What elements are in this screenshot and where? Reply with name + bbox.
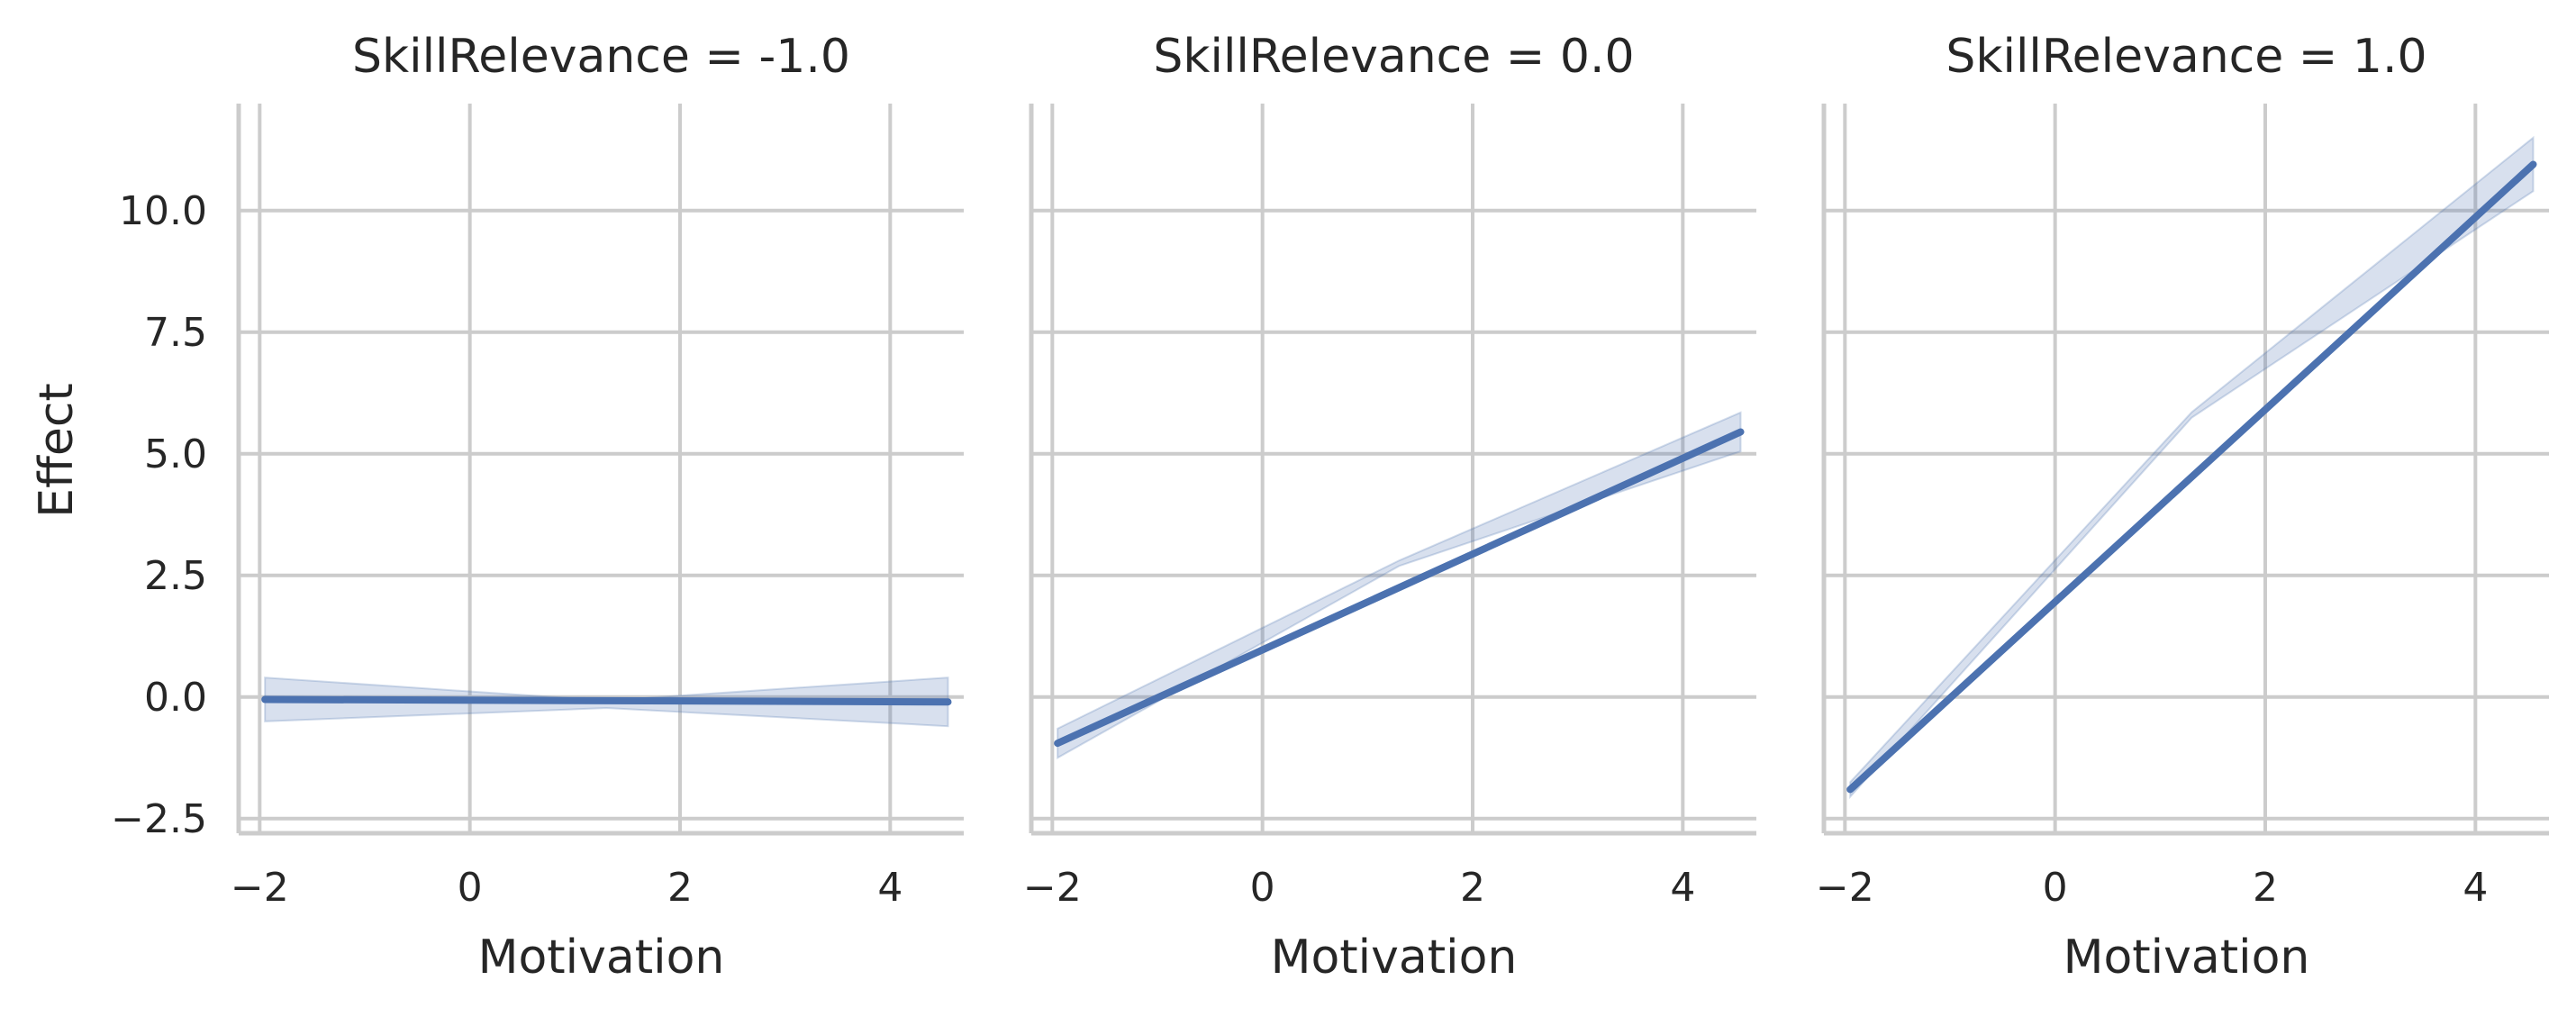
y-tick-label: 5.0 — [144, 431, 207, 477]
y-tick-label: 2.5 — [144, 553, 207, 599]
y-tick-label: 0.0 — [144, 675, 207, 721]
x-tick-label: 0 — [1250, 865, 1275, 911]
panel-title: SkillRelevance = 1.0 — [1946, 30, 2426, 84]
y-axis-label: Effect — [30, 383, 84, 518]
regression-line — [261, 695, 952, 706]
x-axis-label: Motivation — [1271, 931, 1518, 985]
x-tick-label: −2 — [231, 865, 289, 911]
x-tick-label: 4 — [2463, 865, 2488, 911]
regression-line — [1054, 428, 1745, 748]
x-tick-label: 4 — [877, 865, 903, 911]
x-tick-label: 2 — [1460, 865, 1485, 911]
y-tick-label: 10.0 — [119, 188, 207, 234]
x-tick-label: −2 — [1816, 865, 1874, 911]
facet-panel-2: −2 0 2 4 SkillRelevance = 0.0 Motivation — [1023, 30, 1756, 985]
x-tick-label: −2 — [1023, 865, 1082, 911]
confidence-band — [1057, 411, 1742, 760]
x-tick-label: 4 — [1670, 865, 1695, 911]
x-axis-label: Motivation — [478, 931, 725, 985]
x-axis-label: Motivation — [2064, 931, 2310, 985]
x-tick-label: 0 — [2043, 865, 2068, 911]
facet-panel-3: −2 0 2 4 SkillRelevance = 1.0 Motivation — [1816, 30, 2549, 985]
x-tick-label: 2 — [2253, 865, 2278, 911]
facet-panel-1: −2 0 2 4 −2.5 0.0 2.5 5.0 7.5 10.0 SkillRelevance … — [111, 30, 964, 985]
panel-title: SkillRelevance = -1.0 — [352, 30, 850, 84]
facet-panels: −2 0 2 4 −2.5 0.0 2.5 5.0 7.5 10.0 SkillRelevance … — [111, 30, 2549, 985]
y-tick-label: 7.5 — [144, 310, 207, 356]
x-tick-label: 2 — [667, 865, 693, 911]
regression-line — [1846, 160, 2537, 794]
panel-title: SkillRelevance = 0.0 — [1153, 30, 1634, 84]
y-tick-label: −2.5 — [111, 796, 207, 842]
confidence-band — [1849, 135, 2535, 800]
x-tick-label: 0 — [458, 865, 483, 911]
